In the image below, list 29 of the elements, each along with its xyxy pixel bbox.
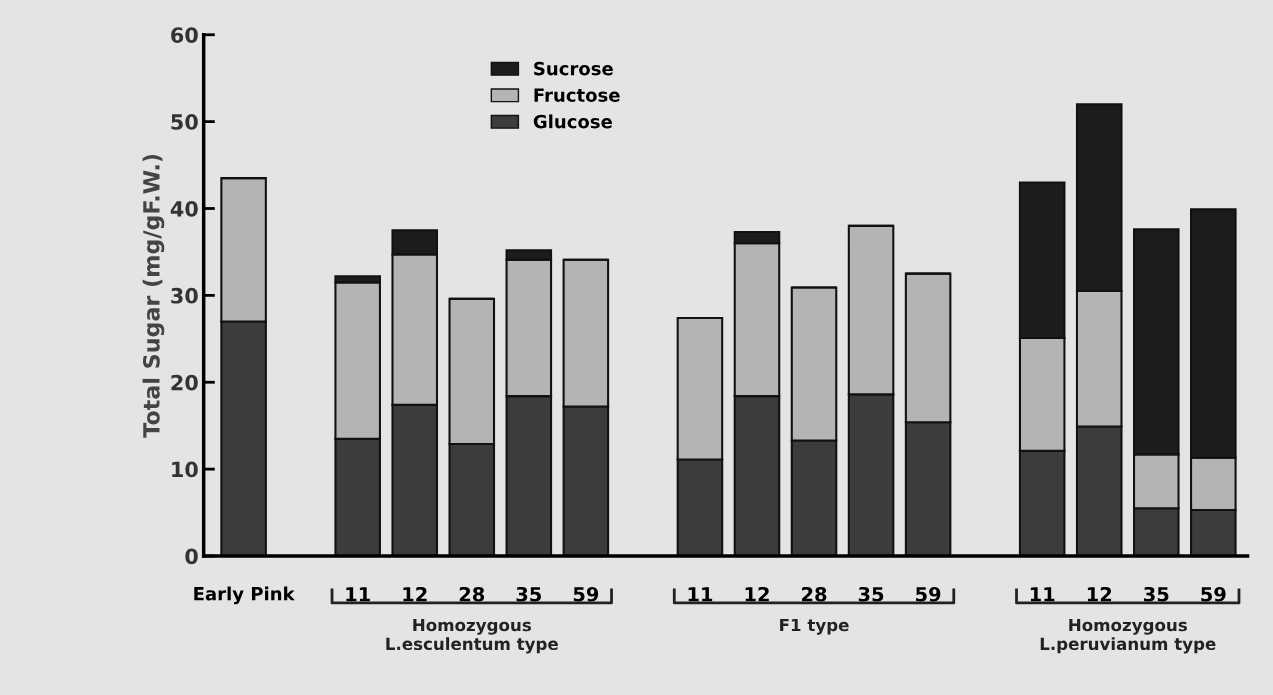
- text: Homozygous L.peruvianum type: [1040, 618, 1216, 654]
- legend-label: Fructose: [534, 88, 620, 102]
- y-tick-label: 20: [171, 374, 198, 391]
- x-tick-label: 59: [573, 586, 599, 602]
- x-tick-label: 12: [745, 586, 769, 602]
- x-tick-label: 59: [1201, 586, 1226, 602]
- x-tick-label: 59: [916, 586, 941, 602]
- text: F1 type: [780, 618, 849, 635]
- y-tick-label: 50: [171, 114, 198, 130]
- x-tick-label: Early Pink: [194, 586, 295, 605]
- x-tick-label: 11: [688, 587, 713, 602]
- x-tick-label: 35: [1144, 586, 1169, 602]
- y-tick-label: 10: [172, 461, 198, 478]
- y-tick-label: 40: [170, 200, 198, 217]
- x-tick-label: 28: [459, 586, 485, 602]
- legend-label: Sucrose: [534, 61, 613, 76]
- legend-label: Glucose: [533, 114, 612, 129]
- y-axis-title: Total Sugar (mg/gF.W.): [142, 154, 165, 438]
- x-tick-label: 28: [802, 586, 827, 602]
- x-tick-label: 11: [346, 587, 370, 602]
- y-tick-label: 30: [171, 287, 198, 304]
- x-tick-label: 35: [516, 586, 541, 602]
- x-tick-label: 35: [858, 586, 884, 602]
- x-tick-label: 12: [403, 586, 427, 602]
- y-tick-label: 0: [185, 548, 198, 565]
- x-tick-label: 12: [1087, 586, 1112, 602]
- x-tick-label: 11: [1030, 587, 1055, 602]
- y-tick-label: 60: [171, 27, 198, 43]
- text: Homozygous L.esculentum type: [386, 618, 558, 654]
